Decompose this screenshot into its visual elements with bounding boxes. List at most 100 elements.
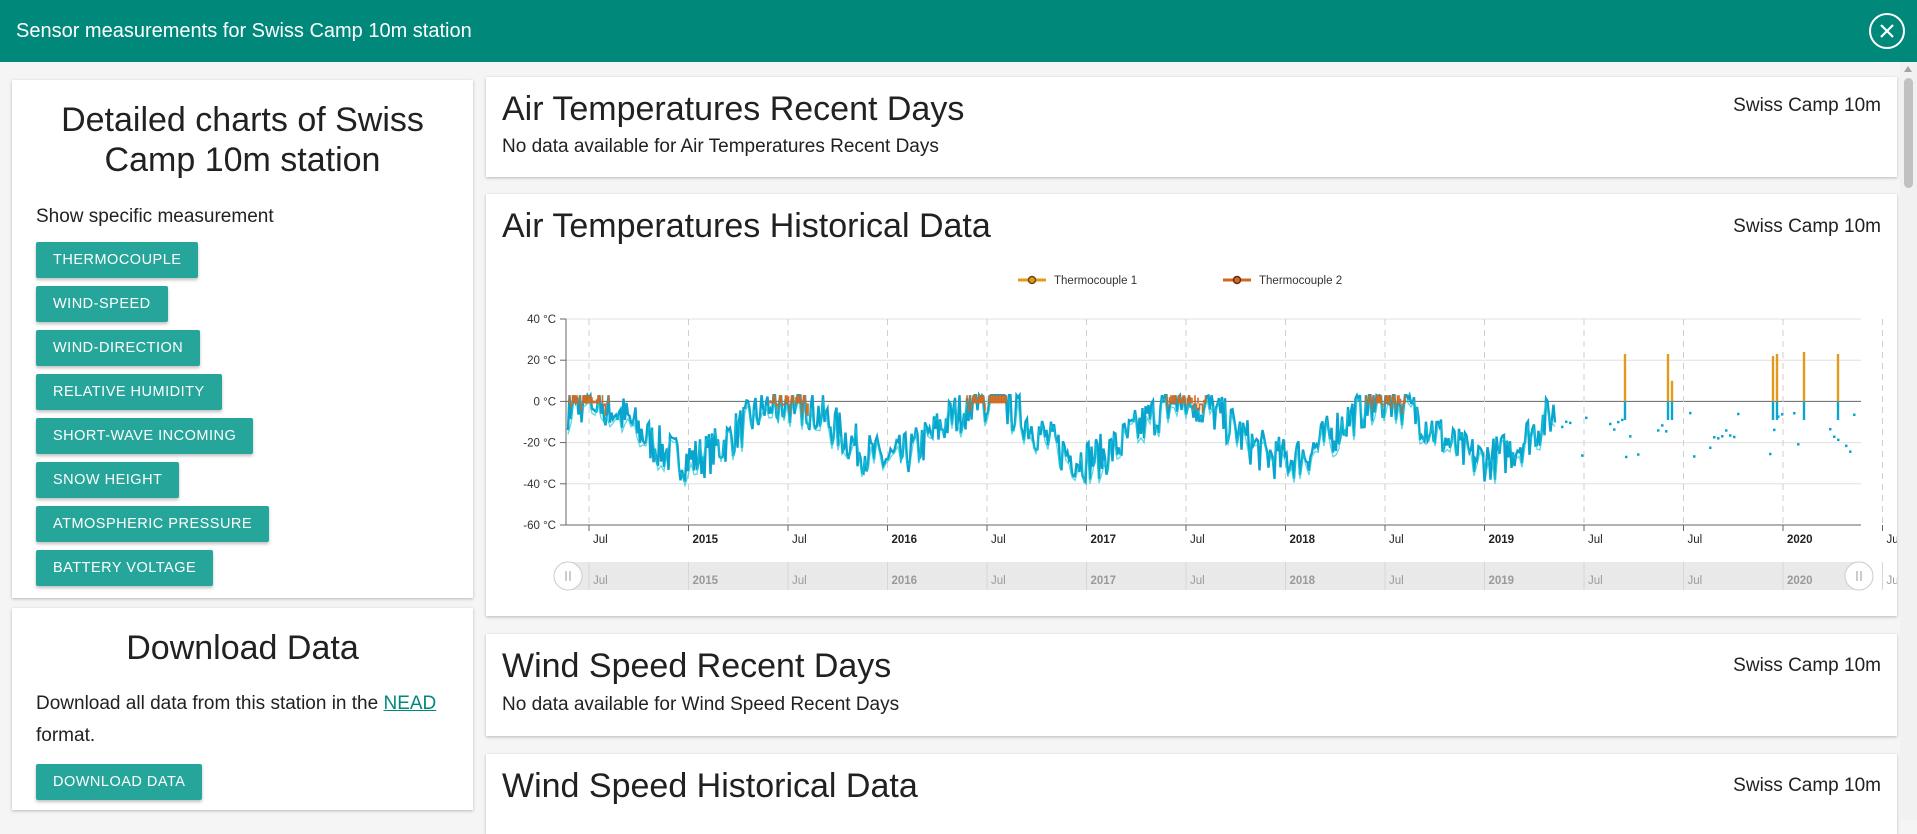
sparse-point — [1621, 418, 1624, 422]
navigator-label: Jul — [1190, 575, 1205, 587]
sparse-point — [1689, 411, 1692, 415]
sparse-point — [1609, 422, 1612, 426]
x-tick-label: Jul — [1389, 534, 1404, 546]
sparse-point — [1781, 413, 1784, 416]
x-tick-label: Jul — [1190, 534, 1205, 546]
x-tick-label: Jul — [991, 534, 1006, 546]
y-tick-label: -20 °C — [523, 438, 556, 450]
sparse-point — [1709, 446, 1712, 450]
x-tick-label: 2019 — [1489, 534, 1515, 546]
page-title: Sensor measurements for Swiss Camp 10m s… — [16, 19, 472, 42]
snow-height-button[interactable]: SNOW HEIGHT — [36, 462, 180, 498]
scrollbar-thumb[interactable] — [1904, 78, 1913, 188]
x-tick-label: Jul — [593, 534, 608, 546]
sparse-point — [1733, 435, 1736, 439]
no-data-message: No data available for Wind Speed Recent … — [502, 694, 900, 715]
station-label: Swiss Camp 10m — [1733, 775, 1881, 796]
card-title: Wind Speed Historical Data — [502, 767, 918, 805]
x-tick-label: Jul — [1588, 534, 1603, 546]
sparse-point — [1569, 421, 1572, 425]
close-icon — [1880, 24, 1894, 38]
wind-speed-recent-card: Wind Speed Recent Days Swiss Camp 10m No… — [486, 634, 1897, 736]
scroll-up-icon[interactable] — [1904, 66, 1912, 72]
navigator-label: Jul — [1389, 575, 1404, 587]
y-tick-label: -40 °C — [523, 479, 556, 491]
navigator-label: Jul — [792, 575, 807, 587]
station-label: Swiss Camp 10m — [1733, 95, 1881, 116]
sparse-point — [1713, 436, 1716, 439]
sparse-point — [1849, 450, 1852, 453]
navigator-label: Jul — [593, 575, 608, 587]
wind-speed-button[interactable]: WIND-SPEED — [36, 286, 168, 322]
navigator-handle-left[interactable] — [553, 561, 583, 591]
navigator-label: 2016 — [892, 575, 918, 587]
close-button[interactable] — [1869, 13, 1905, 49]
download-data-button[interactable]: DOWNLOAD DATA — [36, 764, 203, 800]
navigator-label: Jul — [1688, 575, 1703, 587]
navigator-label: Jul — [1887, 575, 1898, 587]
y-tick-label: 20 °C — [527, 355, 556, 367]
details-card: Detailed charts of Swiss Camp 10m statio… — [12, 80, 473, 598]
station-label: Swiss Camp 10m — [1733, 655, 1881, 676]
x-tick-label: 2015 — [693, 534, 719, 546]
air-temp-recent-card: Air Temperatures Recent Days Swiss Camp … — [486, 77, 1897, 177]
sparse-point — [1729, 434, 1732, 437]
x-tick-label: 2020 — [1787, 534, 1813, 546]
sparse-point — [1613, 428, 1616, 431]
x-tick-label: 2017 — [1091, 534, 1117, 546]
battery-voltage-button[interactable]: BATTERY VOLTAGE — [36, 550, 214, 586]
navigator-label: Jul — [1588, 575, 1603, 587]
wind-direction-button[interactable]: WIND-DIRECTION — [36, 330, 201, 366]
sparse-point — [1585, 416, 1588, 420]
relative-humidity-button[interactable]: RELATIVE HUMIDITY — [36, 374, 222, 410]
sparse-point — [1773, 428, 1776, 432]
sparse-point — [1561, 425, 1564, 429]
legend-label-2: Thermocouple 2 — [1259, 275, 1342, 287]
navigator-label: 2015 — [693, 575, 719, 587]
sparse-point — [1721, 435, 1724, 438]
details-title: Detailed charts of Swiss Camp 10m statio… — [61, 101, 424, 179]
short-wave-incoming-button[interactable]: SHORT-WAVE INCOMING — [36, 418, 254, 454]
scrollbar[interactable] — [1900, 62, 1917, 820]
card-title: Wind Speed Recent Days — [502, 647, 892, 685]
x-tick-label: 2018 — [1290, 534, 1316, 546]
card-title: Air Temperatures Historical Data — [502, 207, 991, 245]
sparse-point — [1637, 453, 1640, 456]
navigator-label: 2018 — [1290, 575, 1316, 587]
y-tick-label: 0 °C — [534, 396, 557, 408]
thermocouple-button[interactable]: THERMOCOUPLE — [36, 242, 199, 278]
legend-marker-2 — [1232, 275, 1242, 285]
sparse-point — [1717, 437, 1720, 440]
navigator-label: 2019 — [1489, 575, 1515, 587]
no-data-message: No data available for Air Temperatures R… — [502, 136, 939, 157]
sparse-point — [1777, 415, 1780, 418]
top-bar: Sensor measurements for Swiss Camp 10m s… — [0, 0, 1917, 62]
wind-speed-historical-card: Wind Speed Historical Data Swiss Camp 10… — [486, 754, 1897, 834]
sparse-point — [1725, 429, 1728, 432]
legend-label-1: Thermocouple 1 — [1054, 275, 1137, 287]
navigator-label: 2020 — [1787, 575, 1813, 587]
x-tick-label: Jul — [792, 534, 807, 546]
navigator-handle-right[interactable] — [1844, 561, 1874, 591]
download-text: Download all data from this station in t… — [36, 693, 437, 746]
download-title: Download Data — [126, 629, 359, 667]
nead-link[interactable]: NEAD — [383, 693, 437, 714]
y-tick-label: 40 °C — [527, 314, 556, 326]
legend-marker-1 — [1027, 275, 1037, 285]
air-temp-historical-card: Air Temperatures Historical Data Swiss C… — [486, 194, 1897, 616]
sparse-point — [1837, 438, 1840, 442]
sparse-point — [1853, 413, 1856, 417]
sparse-point — [1581, 454, 1584, 457]
navigator-label: Jul — [991, 575, 1006, 587]
y-tick-label: -60 °C — [523, 520, 556, 532]
sparse-point — [1617, 420, 1620, 424]
card-title: Air Temperatures Recent Days — [502, 90, 965, 128]
sparse-point — [1625, 455, 1628, 459]
sparse-point — [1657, 429, 1660, 432]
air-temp-chart[interactable]: Thermocouple 1 Thermocouple 2 40 °C 20 °C 0 … — [486, 194, 1897, 616]
x-tick-label: Jul — [1688, 534, 1703, 546]
atmospheric-pressure-button[interactable]: ATMOSPHERIC PRESSURE — [36, 506, 270, 542]
sparse-point — [1845, 444, 1848, 448]
sparse-point — [1737, 412, 1740, 416]
show-measurement-label: Show specific measurement — [36, 206, 274, 227]
